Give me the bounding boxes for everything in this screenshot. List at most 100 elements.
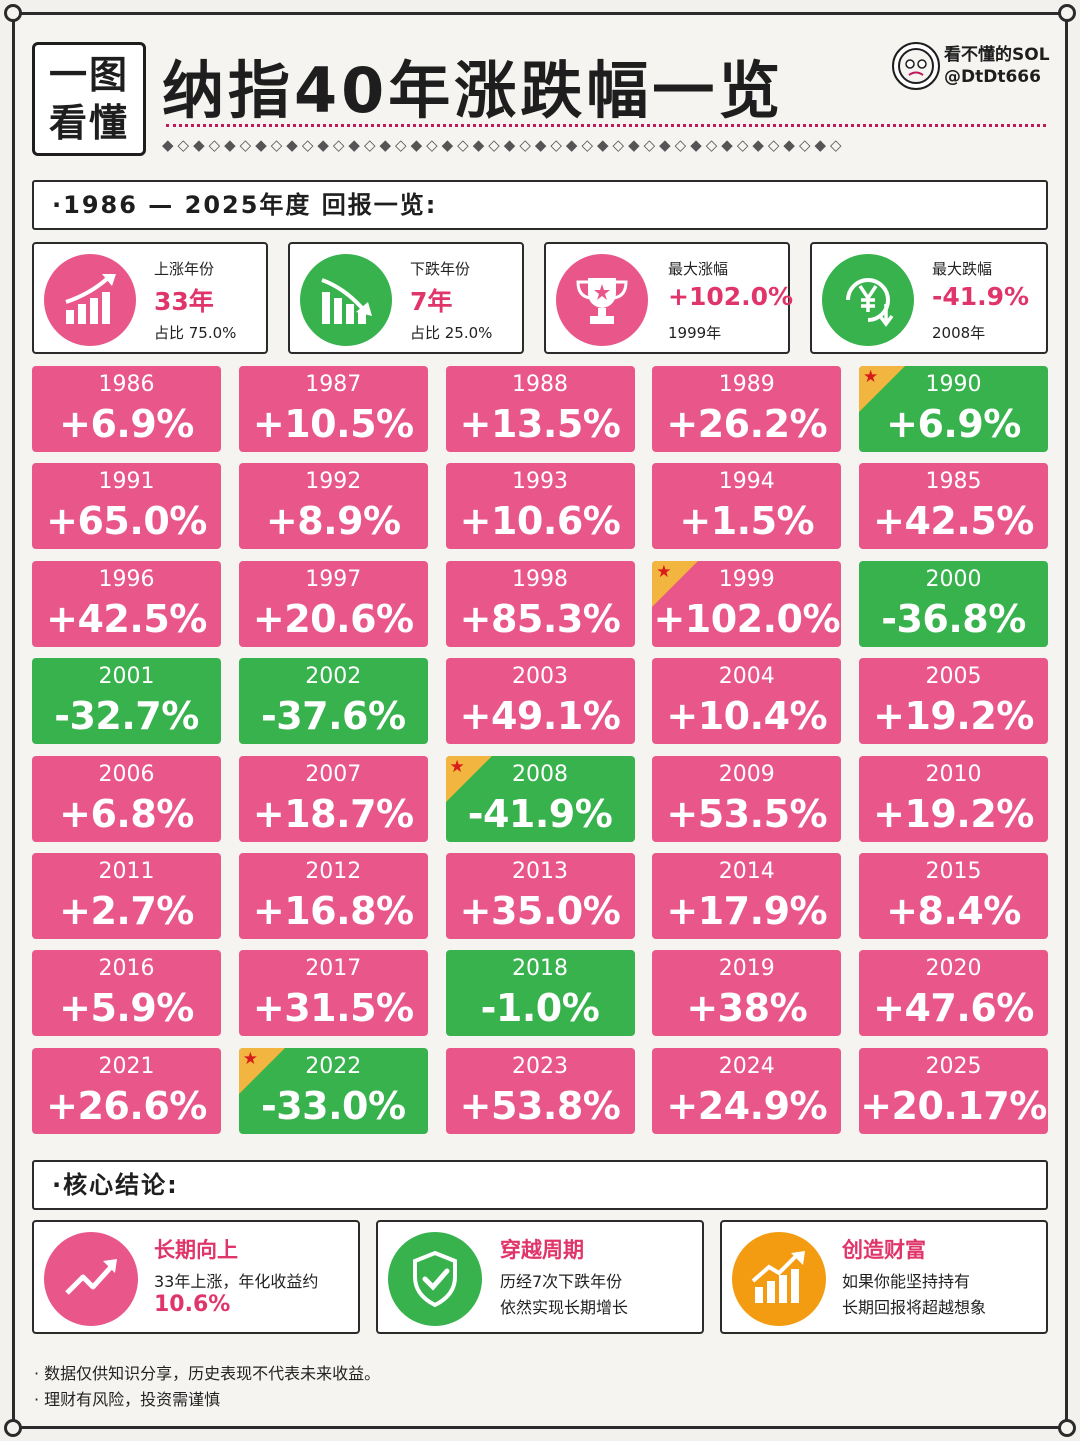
- year-cell-1997: 1997 +20.6%: [238, 560, 428, 647]
- return-value: +6.9%: [59, 402, 194, 446]
- year-label: 2010: [925, 761, 982, 787]
- conclusion-title: 长期向上: [154, 1238, 238, 1262]
- year-label: 2012: [305, 859, 362, 884]
- year-label: 1991: [98, 469, 155, 495]
- highlight-flag: [652, 560, 699, 607]
- return-value: +13.5%: [459, 402, 621, 446]
- year-cell-1988: 1988 +13.5%: [445, 366, 635, 452]
- trend-up-icon: [44, 1232, 138, 1326]
- return-value: +10.6%: [459, 499, 621, 544]
- falling-bars-icon: [300, 254, 392, 346]
- year-cell-2000: 2000 -36.8%: [859, 560, 1048, 647]
- year-label: 1999: [718, 566, 775, 592]
- highlight-flag: [859, 366, 905, 412]
- year-cell-2011: 2011 +2.7%: [32, 853, 221, 939]
- return-value: +2.7%: [59, 889, 194, 933]
- return-value: +8.9%: [265, 499, 401, 544]
- year-label: 1996: [98, 566, 155, 592]
- frame-corner: [4, 4, 22, 22]
- conclusion-card-long-term: 长期向上 33年上涨，年化收益约 10.6%: [32, 1220, 360, 1334]
- year-cell-2010: 2010 +19.2%: [859, 755, 1048, 842]
- year-label: 2000: [925, 566, 982, 592]
- highlight-flag: [238, 1047, 285, 1094]
- page-title: 纳指40年涨跌幅一览: [162, 54, 785, 127]
- year-label: 1990: [925, 372, 982, 397]
- year-cell-2003: 2003 +49.1%: [445, 658, 635, 745]
- year-label: 2006: [98, 761, 155, 787]
- conclusion-line2: 10.6%: [154, 1292, 231, 1317]
- year-label: 2016: [98, 956, 155, 982]
- year-label: 2019: [718, 956, 775, 982]
- return-value: -1.0%: [480, 986, 600, 1031]
- year-cell-2007: 2007 +18.7%: [238, 755, 428, 842]
- return-value: +42.5%: [873, 499, 1034, 544]
- year-cell-2009: 2009 +53.5%: [652, 755, 842, 842]
- stat-label: 上涨年份: [154, 260, 215, 278]
- conclusion-line2: 依然实现长期增长: [500, 1298, 629, 1317]
- year-cell-2001: 2001 -32.7%: [32, 658, 221, 745]
- shield-check-icon: [388, 1232, 482, 1326]
- year-label: 2003: [512, 664, 568, 690]
- year-cell-2015: 2015 +8.4%: [859, 853, 1048, 939]
- conclusion-title: 创造财富: [842, 1238, 926, 1262]
- return-value: +18.7%: [252, 791, 414, 836]
- frame-corner: [1058, 4, 1076, 22]
- return-value: +102.0%: [653, 596, 841, 641]
- stat-card-down-years: 下跌年份 7年 占比 25.0%: [288, 242, 524, 354]
- return-value: +53.5%: [666, 791, 828, 836]
- avatar: [892, 42, 940, 90]
- year-label: 1989: [718, 372, 775, 397]
- year-label: 2004: [718, 664, 775, 690]
- year-label: 2008: [512, 761, 568, 787]
- year-cell-1996: 1996 +42.5%: [32, 560, 221, 647]
- year-label: 2014: [718, 859, 775, 884]
- year-cell-1987: 1987 +10.5%: [238, 366, 428, 452]
- year-label: 1993: [512, 469, 568, 495]
- return-value: +35.0%: [459, 889, 621, 933]
- author-info: 看不懂的SOL @DtDt666: [944, 44, 1050, 88]
- rising-bars-icon: [44, 254, 136, 346]
- return-value: +53.8%: [459, 1083, 621, 1128]
- year-label: 1987: [305, 372, 362, 397]
- year-cell-1991: 1991 +65.0%: [32, 463, 221, 550]
- return-value: +5.9%: [59, 986, 194, 1031]
- return-value: +19.2%: [873, 791, 1034, 836]
- year-label: 1998: [512, 566, 568, 592]
- frame-corner: [4, 1419, 22, 1437]
- conclusion-card-wealth: 创造财富 如果你能坚持持有 长期回报将超越想象: [720, 1220, 1048, 1334]
- conclusion-line1: 33年上涨，年化收益约: [154, 1272, 319, 1291]
- stat-label: 最大涨幅: [668, 260, 729, 278]
- section-title-conclusion: ·核心结论:: [32, 1160, 1048, 1210]
- return-value: -41.9%: [467, 791, 613, 836]
- stat-value: 33年: [154, 287, 214, 316]
- stat-sub: 占比 25.0%: [410, 324, 493, 342]
- year-cell-2022: ★ 2022 -33.0%: [238, 1047, 428, 1134]
- year-cell-1993: 1993 +10.6%: [445, 463, 635, 550]
- return-value: +47.6%: [873, 986, 1034, 1031]
- return-value: +10.4%: [666, 694, 828, 739]
- divider-dotted: [166, 124, 1046, 127]
- return-value: +65.0%: [46, 499, 207, 544]
- year-label: 1985: [925, 469, 982, 495]
- return-value: +19.2%: [873, 694, 1034, 739]
- year-cell-1994: 1994 +1.5%: [652, 463, 842, 550]
- conclusion-line1: 如果你能坚持持有: [842, 1272, 971, 1291]
- return-value: +8.4%: [886, 889, 1021, 933]
- year-cell-2019: 2019 +38%: [652, 950, 842, 1037]
- year-label: 2009: [718, 761, 775, 787]
- year-label: 2023: [512, 1053, 568, 1079]
- section-title-annual: ·1986 — 2025年度 回报一览:: [32, 180, 1048, 230]
- return-value: -32.7%: [54, 694, 199, 739]
- year-label: 2020: [925, 956, 982, 982]
- return-value: +31.5%: [252, 986, 414, 1031]
- stat-card-max-loss: 最大跌幅 -41.9% 2008年: [810, 242, 1048, 354]
- year-cell-2014: 2014 +17.9%: [652, 853, 842, 939]
- stat-value: 7年: [410, 287, 453, 316]
- year-label: 2001: [98, 664, 155, 690]
- return-value: +6.8%: [59, 791, 194, 836]
- author-name: 看不懂的SOL: [944, 45, 1050, 65]
- stat-value: -41.9%: [932, 282, 1030, 311]
- year-label: 2024: [718, 1053, 775, 1079]
- return-value: +10.5%: [252, 402, 414, 446]
- return-value: +20.6%: [252, 596, 414, 641]
